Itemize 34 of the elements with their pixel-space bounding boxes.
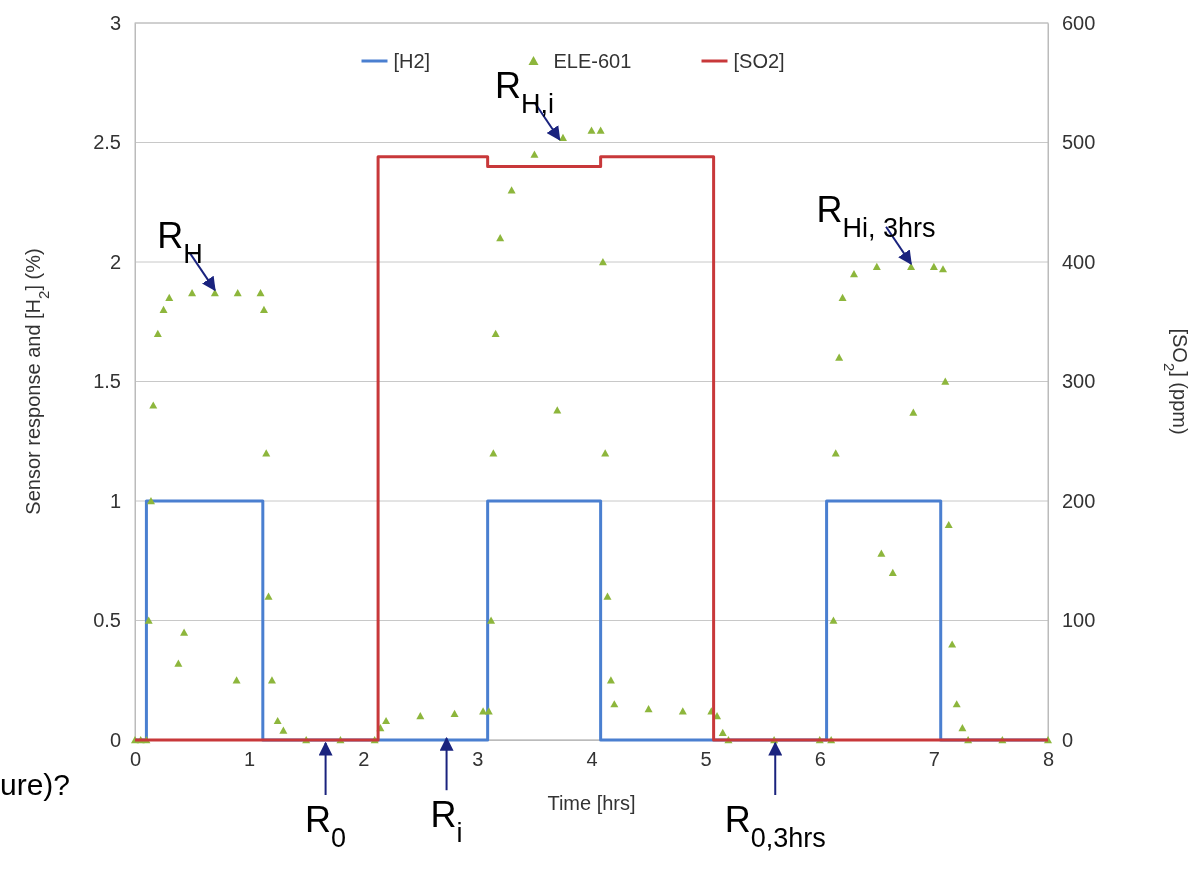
- x-tick-label: 1: [244, 748, 256, 771]
- y2-tick-label: 200: [1062, 489, 1096, 512]
- y2-tick-label: 100: [1062, 609, 1096, 632]
- x-tick-label: 5: [700, 748, 712, 771]
- legend-label: [SO2]: [733, 50, 785, 72]
- annotation: R$_{H}$: [157, 215, 203, 270]
- annotation: R$_{Hi, 3hrs}$: [816, 188, 936, 243]
- y2-tick-label: 400: [1062, 250, 1096, 273]
- legend-label: [H2]: [393, 50, 431, 72]
- x-tick-label: 6: [814, 748, 826, 771]
- legend-label: ELE-601: [553, 50, 632, 72]
- annotation: R$_{H,i}$: [495, 64, 555, 119]
- y2-tick-label: 300: [1062, 370, 1096, 393]
- y2-tick-label: 500: [1062, 131, 1096, 154]
- annotation: R$_{0}$: [305, 799, 347, 853]
- y2-tick-label: 600: [1062, 11, 1096, 34]
- x-tick-label: 3: [472, 748, 484, 771]
- y-tick-label: 1: [109, 489, 121, 512]
- y-tick-label: 0.5: [93, 609, 121, 632]
- y-tick-label: 2: [109, 250, 121, 273]
- annotation: R$_{0,3hrs}$: [724, 799, 826, 853]
- y-tick-label: 0: [109, 728, 121, 751]
- y-tick-label: 2.5: [93, 131, 121, 154]
- x-tick-label: 7: [928, 748, 940, 771]
- x-tick-label: 4: [586, 748, 598, 771]
- text: ure)?: [0, 768, 71, 801]
- x-axis-title: Time [hrs]: [547, 792, 636, 814]
- x-tick-label: 8: [1042, 748, 1055, 771]
- y-tick-label: 3: [109, 11, 121, 34]
- y2-tick-label: 0: [1062, 728, 1074, 751]
- x-tick-label: 0: [129, 748, 142, 771]
- annotation: R$_{i}$: [430, 794, 463, 849]
- y-tick-label: 1.5: [93, 370, 121, 393]
- x-tick-label: 2: [358, 748, 370, 771]
